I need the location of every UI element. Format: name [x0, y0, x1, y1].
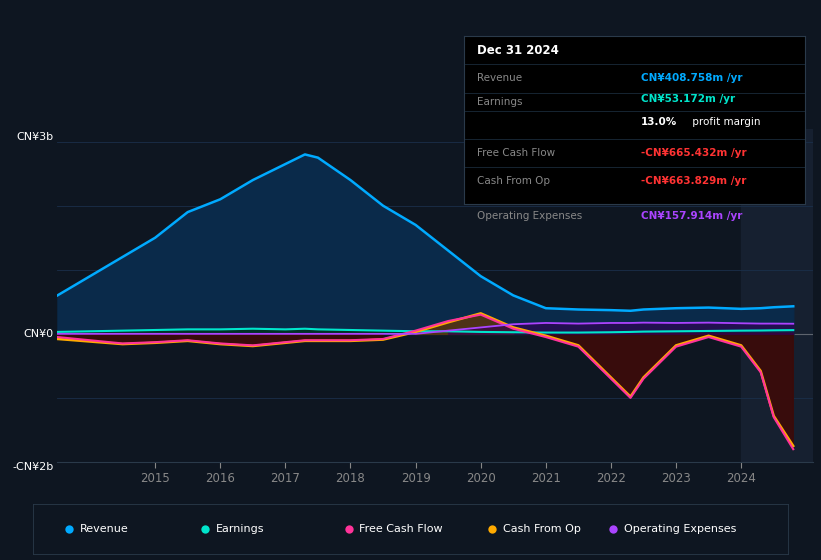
Text: Revenue: Revenue: [80, 524, 128, 534]
Text: CN¥157.914m /yr: CN¥157.914m /yr: [641, 211, 742, 221]
Text: Free Cash Flow: Free Cash Flow: [359, 524, 443, 534]
Text: CN¥3b: CN¥3b: [16, 132, 53, 142]
Text: CN¥408.758m /yr: CN¥408.758m /yr: [641, 73, 742, 83]
Text: Operating Expenses: Operating Expenses: [623, 524, 736, 534]
Text: Free Cash Flow: Free Cash Flow: [478, 148, 556, 158]
Text: Cash From Op: Cash From Op: [478, 176, 551, 186]
Text: -CN¥665.432m /yr: -CN¥665.432m /yr: [641, 148, 746, 158]
Text: Dec 31 2024: Dec 31 2024: [478, 44, 559, 57]
Text: Revenue: Revenue: [478, 73, 523, 83]
Text: -CN¥2b: -CN¥2b: [12, 462, 53, 472]
Text: Cash From Op: Cash From Op: [502, 524, 580, 534]
Text: CN¥0: CN¥0: [24, 329, 53, 339]
Text: CN¥53.172m /yr: CN¥53.172m /yr: [641, 95, 735, 104]
Text: 13.0%: 13.0%: [641, 117, 677, 127]
Bar: [741, 129, 813, 462]
Text: Earnings: Earnings: [478, 97, 523, 107]
Text: -CN¥663.829m /yr: -CN¥663.829m /yr: [641, 176, 746, 186]
Text: profit margin: profit margin: [689, 117, 760, 127]
Text: Earnings: Earnings: [216, 524, 264, 534]
Text: Operating Expenses: Operating Expenses: [478, 211, 583, 221]
